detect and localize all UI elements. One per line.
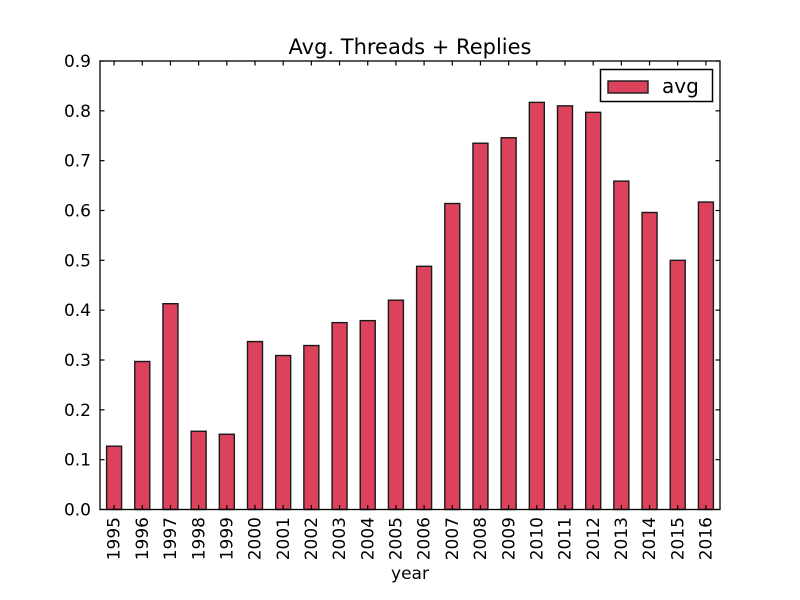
x-tick-label-2000: 2000	[246, 517, 266, 560]
x-tick-label-2013: 2013	[612, 517, 632, 560]
y-tick-label-0.5: 0.5	[64, 251, 91, 271]
bar-1995	[105, 445, 123, 511]
y-tick-label-0.2: 0.2	[64, 401, 91, 421]
x-tick-label-2015: 2015	[668, 517, 688, 560]
y-tick-label-0.8: 0.8	[64, 102, 91, 122]
legend: avg	[599, 68, 714, 103]
y-tick-label-0.4: 0.4	[64, 301, 91, 321]
plot-frame	[99, 60, 721, 511]
chart-title: Avg. Threads + Replies	[289, 35, 532, 59]
x-tick-label-2008: 2008	[471, 517, 491, 560]
x-tick-label-2001: 2001	[274, 517, 294, 560]
bar-2012	[584, 111, 602, 511]
x-tick-label-2016: 2016	[697, 517, 717, 560]
y-tick-label-0.9: 0.9	[64, 52, 91, 72]
x-tick-label-2009: 2009	[499, 517, 519, 560]
axes-group: 0.0 0.1 0.2 0.3 0.4 0.5 0.6 0.7 0.8 0.9 1995 1996 19…	[64, 52, 721, 560]
x-tick-label-2007: 2007	[443, 517, 463, 560]
x-tick-label-2002: 2002	[302, 517, 322, 560]
y-tick-label-0.3: 0.3	[64, 351, 91, 371]
x-tick-label-2006: 2006	[415, 517, 435, 560]
x-tick-label-2011: 2011	[556, 517, 576, 560]
bar-2000	[246, 340, 264, 511]
bar-2016	[697, 201, 715, 511]
x-axis-label: year	[391, 564, 429, 584]
legend-label-avg: avg	[662, 74, 699, 98]
y-tick-label-0.0: 0.0	[64, 500, 91, 520]
y-tick-label-0.7: 0.7	[64, 152, 91, 172]
x-tick-label-2010: 2010	[527, 517, 547, 560]
bar-2007	[444, 202, 461, 511]
y-tick-label-0.1: 0.1	[64, 451, 91, 471]
bar-2013	[613, 180, 630, 511]
bar-2011	[556, 105, 574, 511]
x-tick-label-1998: 1998	[189, 517, 209, 560]
x-tick-label-2005: 2005	[387, 517, 407, 560]
bar-2002	[303, 344, 320, 511]
x-tick-label-2014: 2014	[640, 517, 660, 560]
bar-2014	[641, 211, 658, 511]
bar-2003	[331, 321, 348, 511]
bars-group	[105, 101, 715, 511]
x-tick-label-2003: 2003	[330, 517, 350, 560]
bar-1996	[134, 360, 151, 511]
bar-2004	[359, 319, 376, 511]
y-tick-label-0.6: 0.6	[64, 201, 91, 221]
bar-2006	[415, 265, 433, 511]
x-tick-label-2012: 2012	[584, 517, 604, 560]
x-tick-label-1995: 1995	[105, 517, 125, 560]
bar-2015	[669, 259, 686, 511]
bar-2010	[528, 101, 546, 511]
legend-swatch-avg	[607, 80, 649, 94]
bar-1998	[190, 430, 207, 511]
bar-2009	[500, 137, 517, 511]
bar-2001	[274, 354, 292, 511]
bar-2005	[387, 299, 405, 511]
bar-1997	[162, 302, 179, 511]
bar-1999	[218, 433, 236, 511]
x-tick-label-1997: 1997	[161, 517, 181, 560]
x-tick-label-1999: 1999	[217, 517, 237, 560]
x-tick-label-2004: 2004	[358, 517, 378, 560]
x-tick-label-1996: 1996	[133, 517, 153, 560]
bar-2008	[472, 142, 489, 511]
